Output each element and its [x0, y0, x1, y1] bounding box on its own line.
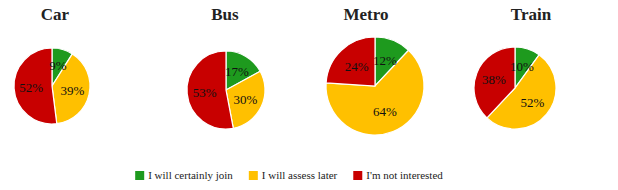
chart-title: Bus — [211, 5, 239, 24]
legend-swatch — [249, 171, 258, 180]
data-label: 24% — [345, 59, 369, 74]
pie: 17% 30% 53% — [187, 51, 265, 129]
data-label: 38% — [482, 72, 506, 87]
legend-entry: I'm not interested — [353, 169, 443, 181]
pie-chart: Car 9% 39% 52% — [14, 5, 90, 124]
data-label: 39% — [60, 83, 84, 98]
pie: 9% 39% 52% — [14, 48, 90, 124]
data-label: 17% — [225, 64, 249, 79]
data-label: 12% — [373, 53, 397, 68]
pie-chart: Metro 12% 64% 24% — [326, 5, 424, 135]
pie-slice — [326, 37, 375, 86]
pie-slice — [474, 47, 515, 118]
chart-title: Car — [41, 5, 70, 24]
pie-slice — [187, 51, 233, 129]
pie-chart: Train 10% 52% 38% — [474, 5, 556, 129]
legend-entry: I will certainly join — [135, 169, 233, 181]
legend: I will certainly join I will assess later… — [135, 169, 443, 181]
data-label: 52% — [520, 95, 544, 110]
chart-root: Car 9% 39% 52% Bus 17% 30% 53% Metro 12% 64% 24% Tra… — [0, 0, 618, 190]
data-label: 52% — [19, 80, 43, 95]
data-label: 9% — [49, 58, 67, 73]
legend-label: I will certainly join — [148, 169, 233, 181]
chart-title: Metro — [344, 5, 389, 24]
pie-chart: Bus 17% 30% 53% — [187, 5, 265, 129]
legend-swatch — [353, 171, 362, 180]
chart-title: Train — [511, 5, 552, 24]
legend-label: I will assess later — [262, 169, 338, 181]
data-label: 30% — [233, 92, 257, 107]
data-label: 64% — [373, 104, 397, 119]
pie: 12% 64% 24% — [326, 37, 424, 135]
legend-swatch — [135, 171, 144, 180]
legend-entry: I will assess later — [249, 169, 338, 181]
legend-label: I'm not interested — [366, 169, 443, 181]
data-label: 10% — [510, 59, 534, 74]
pie: 10% 52% 38% — [474, 47, 556, 129]
data-label: 53% — [193, 85, 217, 100]
